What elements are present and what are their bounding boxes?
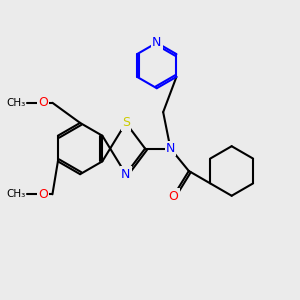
Text: O: O <box>38 188 48 201</box>
Text: CH₃: CH₃ <box>6 98 25 108</box>
Text: S: S <box>122 116 130 129</box>
Text: N: N <box>121 168 130 181</box>
Text: CH₃: CH₃ <box>6 189 25 199</box>
Text: O: O <box>38 96 48 109</box>
Text: O: O <box>168 190 178 202</box>
Text: N: N <box>166 142 175 155</box>
Text: N: N <box>152 36 161 49</box>
